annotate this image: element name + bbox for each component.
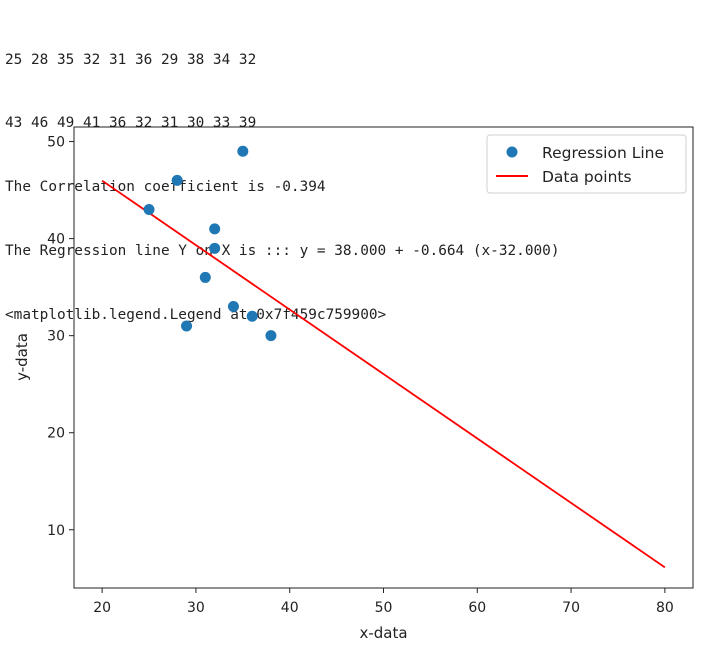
plot-area	[101, 145, 666, 569]
x-axis: 20 30 40 50 60 70 80	[93, 588, 674, 616]
y-axis: 10 20 30 40 50	[47, 135, 74, 539]
x-tick-label: 80	[656, 600, 674, 616]
y-tick-label: 30	[47, 329, 65, 345]
data-point	[171, 174, 183, 186]
data-point	[246, 310, 258, 322]
x-tick-label: 50	[375, 600, 393, 616]
y-tick-label: 40	[47, 232, 65, 248]
axes-frame	[73, 126, 694, 589]
data-point	[181, 320, 193, 332]
y-tick-label: 10	[47, 523, 65, 539]
x-tick-label: 70	[562, 600, 580, 616]
x-tick-label: 30	[187, 600, 205, 616]
data-point	[265, 330, 277, 342]
output-line: The Regression line Y on X is ::: y = 38…	[5, 243, 560, 260]
output-line: The Correlation coefficient is -0.394	[5, 179, 326, 196]
legend: Regression Line Data points	[486, 134, 687, 194]
legend-label: Regression Line	[542, 144, 664, 162]
data-point	[199, 271, 211, 283]
data-point	[209, 242, 221, 254]
data-point	[209, 223, 221, 235]
y-tick-label: 20	[47, 426, 65, 442]
legend-label: Data points	[542, 168, 632, 186]
x-tick-label: 40	[281, 600, 299, 616]
y-axis-label: y-data	[13, 333, 31, 381]
y-tick-label: 50	[47, 135, 65, 151]
data-point	[227, 301, 239, 313]
data-point	[143, 203, 155, 215]
x-tick-label: 20	[93, 600, 111, 616]
x-axis-label: x-data	[359, 624, 407, 642]
legend-marker-scatter	[506, 146, 518, 158]
data-point	[237, 145, 249, 157]
output-line: 25 28 35 32 31 36 29 38 34 32	[5, 51, 257, 68]
output-line: <matplotlib.legend.Legend at 0x7f459c759…	[5, 307, 387, 324]
regression-line	[101, 179, 666, 569]
x-tick-label: 60	[468, 600, 486, 616]
legend-box	[486, 134, 687, 194]
